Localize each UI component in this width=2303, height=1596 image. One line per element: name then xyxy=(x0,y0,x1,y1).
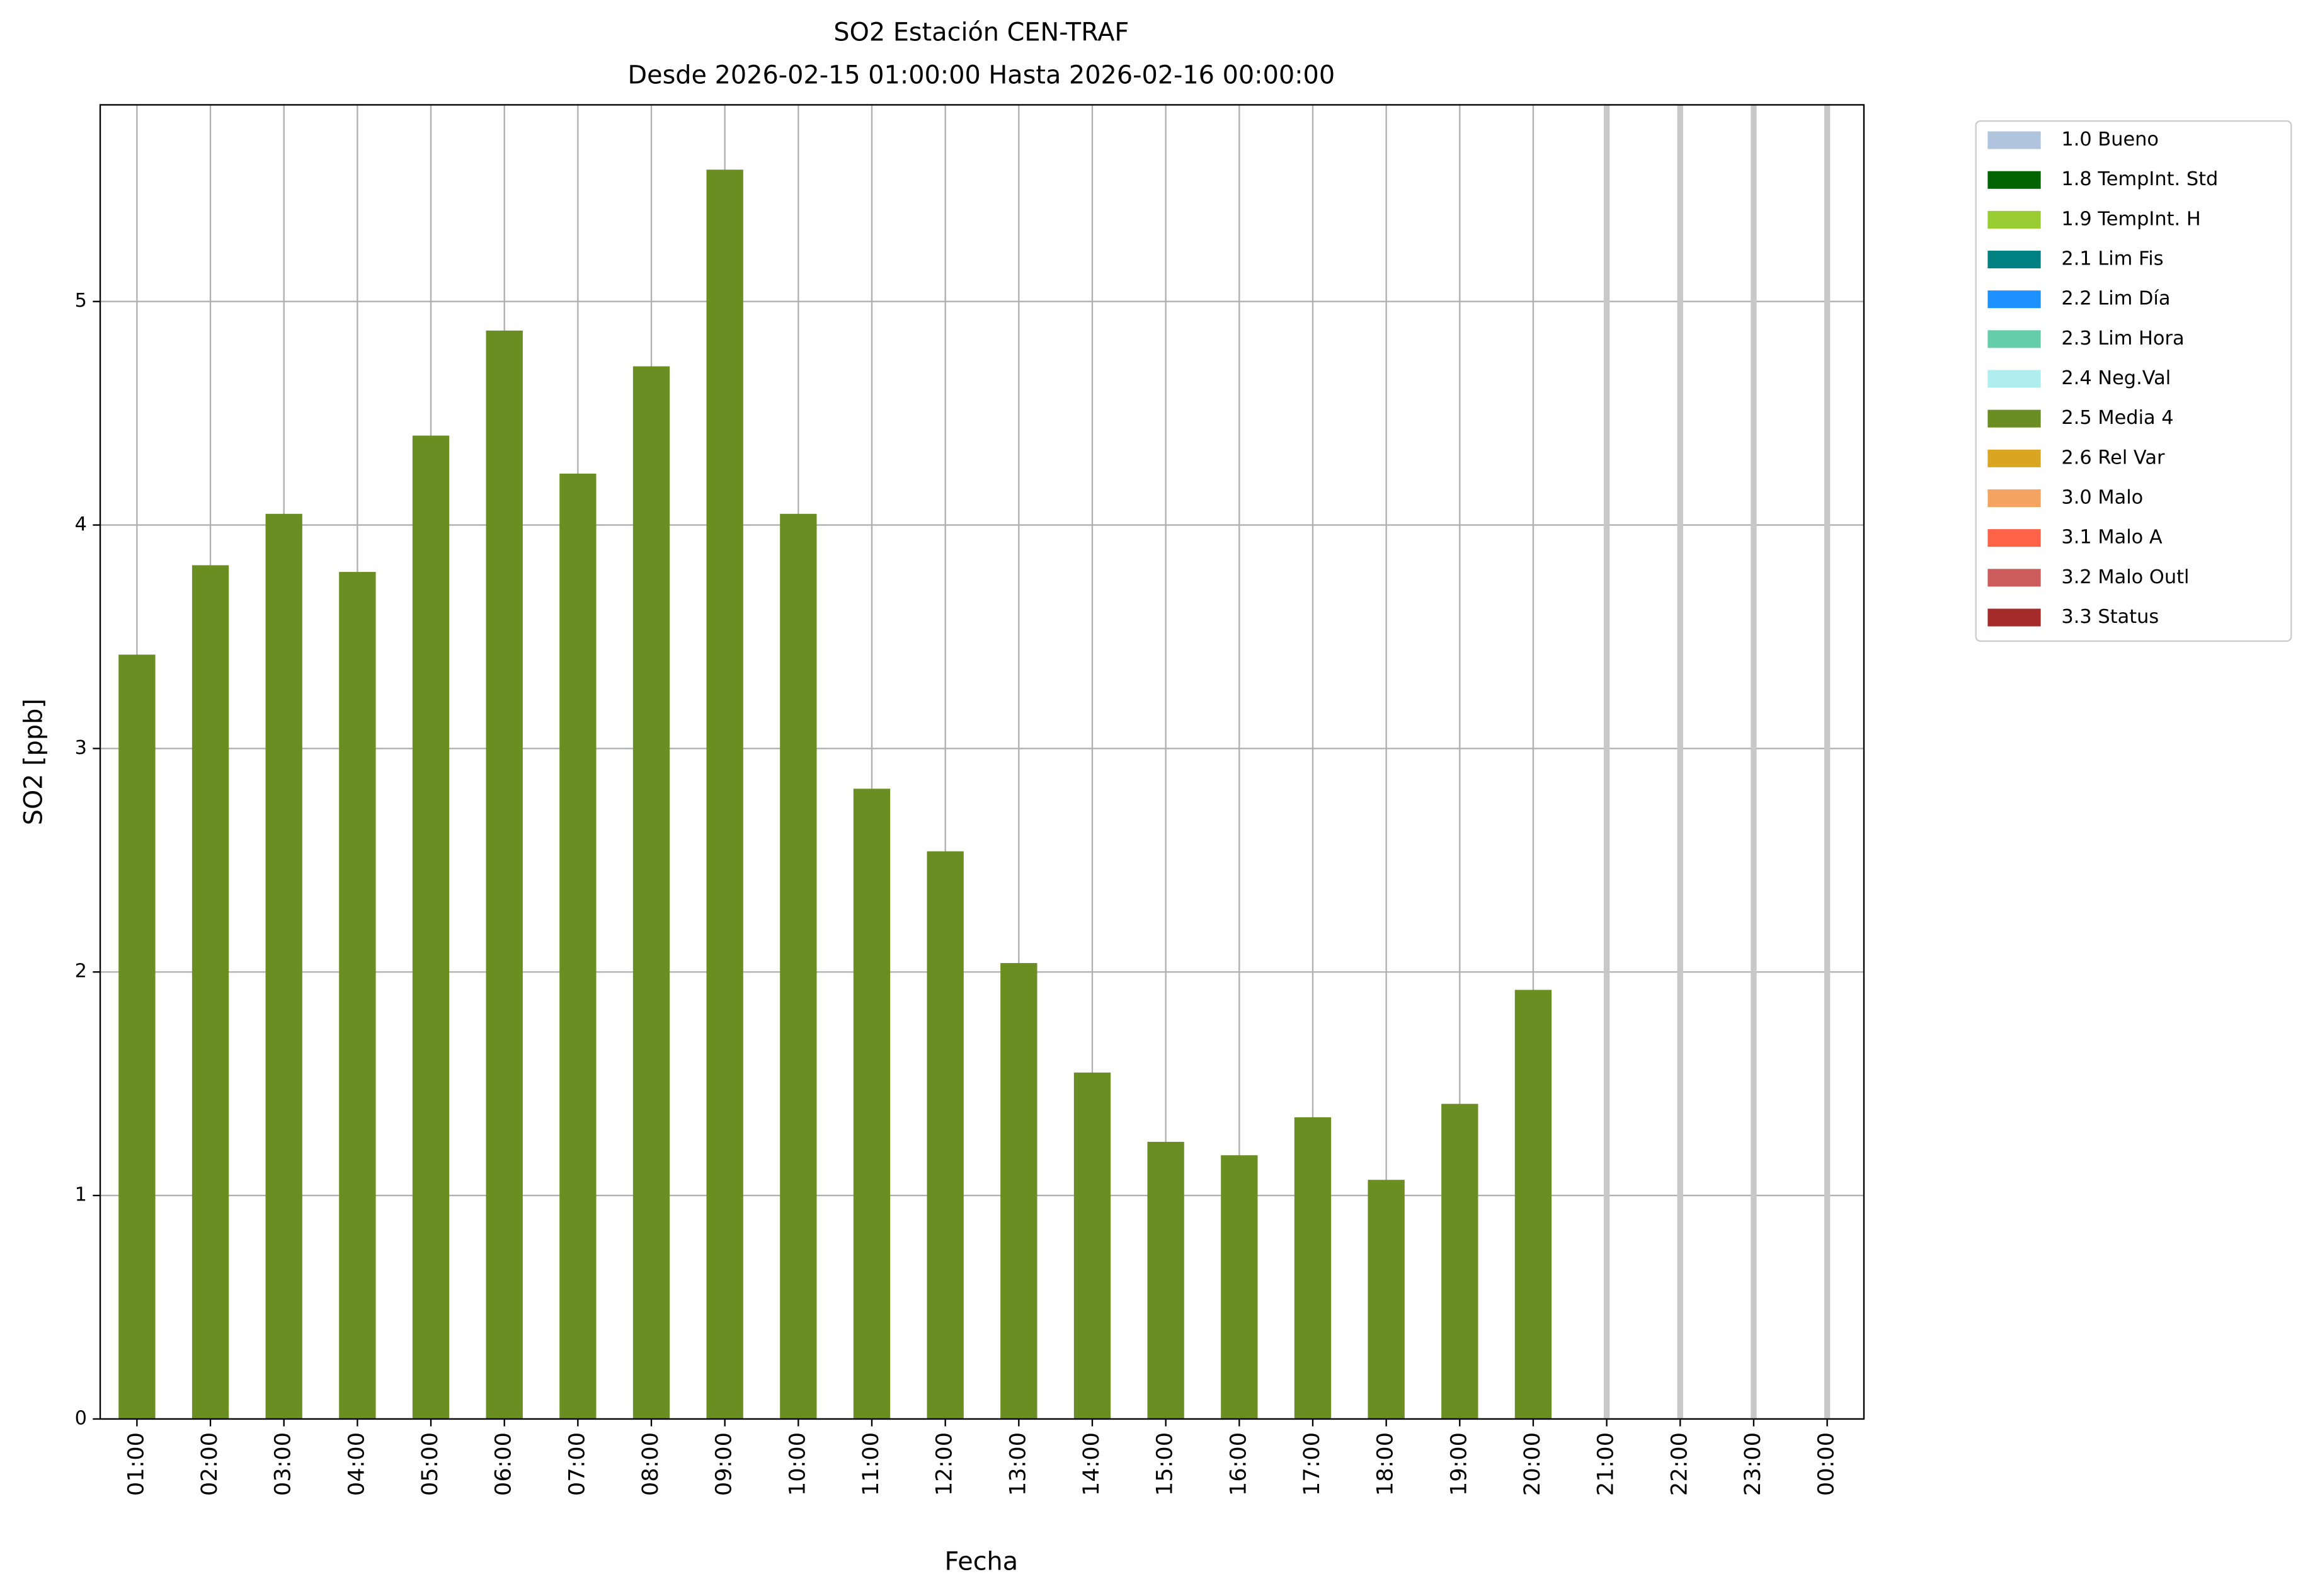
ticks: 0 1 2 3 4 5 01:00 02:00 03:00 04:00 05:00 06:00 07:0… xyxy=(75,290,1839,1496)
bar xyxy=(780,513,817,1419)
x-tick-label: 05:00 xyxy=(417,1432,443,1496)
legend-swatch xyxy=(1987,210,2041,229)
legend-swatch xyxy=(1987,330,2041,348)
x-tick-label: 13:00 xyxy=(1005,1432,1031,1496)
x-tick-label: 10:00 xyxy=(784,1432,810,1496)
x-tick-label: 08:00 xyxy=(637,1432,663,1496)
x-tick-label: 07:00 xyxy=(564,1432,590,1496)
bar xyxy=(412,435,450,1419)
bar xyxy=(1294,1117,1332,1419)
y-tick-label: 1 xyxy=(75,1184,87,1206)
x-tick-label: 23:00 xyxy=(1740,1432,1766,1496)
bar xyxy=(1073,1072,1111,1419)
legend-swatch xyxy=(1987,529,2041,547)
plot-frame xyxy=(99,104,1865,1420)
legend-swatch xyxy=(1987,290,2041,309)
bar xyxy=(1221,1155,1258,1419)
legend-label: 1.9 TempInt. H xyxy=(2061,208,2200,230)
legend-label: 2.2 Lim Día xyxy=(2061,288,2170,310)
x-tick-label: 12:00 xyxy=(932,1432,957,1496)
x-tick-label: 14:00 xyxy=(1078,1432,1104,1496)
legend-label: 3.3 Status xyxy=(2061,606,2159,628)
x-tick-label: 19:00 xyxy=(1446,1432,1472,1496)
legend-label: 1.0 Bueno xyxy=(2061,128,2159,151)
x-axis-label: Fecha xyxy=(945,1548,1019,1576)
x-tick-label: 03:00 xyxy=(270,1432,296,1496)
bar xyxy=(339,572,376,1419)
bar xyxy=(118,654,156,1419)
legend-swatch xyxy=(1987,569,2041,587)
bar xyxy=(1000,963,1037,1419)
bar xyxy=(1147,1141,1184,1419)
x-tick-label: 16:00 xyxy=(1225,1432,1251,1496)
x-tick-label: 21:00 xyxy=(1593,1432,1619,1496)
x-tick-label: 09:00 xyxy=(711,1432,737,1496)
legend-label: 2.6 Rel Var xyxy=(2061,447,2165,469)
x-tick-label: 18:00 xyxy=(1373,1432,1398,1496)
bar xyxy=(559,473,597,1419)
legend-label: 2.1 Lim Fis xyxy=(2061,248,2163,270)
x-tick-label: 00:00 xyxy=(1814,1432,1839,1496)
x-tick-label: 15:00 xyxy=(1152,1432,1178,1496)
y-tick-label: 5 xyxy=(75,290,87,312)
x-tick-label: 02:00 xyxy=(197,1432,222,1496)
legend-label: 2.4 Neg.Val xyxy=(2061,367,2171,389)
bar xyxy=(486,330,523,1419)
legend-swatch xyxy=(1987,489,2041,508)
chart-subtitle: Desde 2026-02-15 01:00:00 Hasta 2026-02-… xyxy=(628,61,1335,90)
y-tick-label: 4 xyxy=(75,513,87,535)
x-tick-label: 11:00 xyxy=(858,1432,884,1496)
bar xyxy=(927,851,964,1419)
bar xyxy=(632,366,670,1419)
legend-label: 3.0 Malo xyxy=(2061,486,2143,508)
y-tick-label: 3 xyxy=(75,737,87,759)
x-tick-label: 06:00 xyxy=(491,1432,517,1496)
x-tick-label: 22:00 xyxy=(1666,1432,1692,1496)
legend-swatch xyxy=(1987,370,2041,388)
legend-swatch xyxy=(1987,131,2041,149)
bar xyxy=(191,565,229,1419)
y-tick-label: 0 xyxy=(75,1407,87,1429)
legend-label: 1.8 TempInt. Std xyxy=(2061,168,2218,190)
chart-title: SO2 Estación CEN-TRAF xyxy=(833,18,1129,47)
bar xyxy=(1441,1103,1478,1419)
legend-swatch xyxy=(1987,449,2041,467)
legend: 1.0 Bueno 1.8 TempInt. Std 1.9 TempInt. H 2… xyxy=(1987,128,2218,628)
legend-label: 3.2 Malo Outl xyxy=(2061,566,2189,588)
legend-label: 2.3 Lim Hora xyxy=(2061,328,2184,350)
legend-label: 2.5 Media 4 xyxy=(2061,407,2173,429)
legend-swatch xyxy=(1987,409,2041,428)
x-tick-label: 17:00 xyxy=(1299,1432,1325,1496)
legend-swatch xyxy=(1987,171,2041,189)
x-tick-label: 04:00 xyxy=(343,1432,369,1496)
bar xyxy=(706,169,743,1419)
bar xyxy=(1514,989,1552,1419)
x-tick-label: 20:00 xyxy=(1519,1432,1545,1496)
y-axis-label: SO2 [ppb] xyxy=(20,698,49,825)
legend-swatch xyxy=(1987,608,2041,627)
y-tick-label: 2 xyxy=(75,960,87,983)
bar xyxy=(853,789,891,1419)
legend-swatch xyxy=(1987,251,2041,269)
bars xyxy=(118,169,1552,1419)
bar xyxy=(1368,1180,1405,1419)
bar xyxy=(265,513,302,1419)
x-tick-label: 01:00 xyxy=(123,1432,149,1496)
legend-label: 3.1 Malo A xyxy=(2061,527,2163,549)
legend-box xyxy=(1975,120,2292,642)
